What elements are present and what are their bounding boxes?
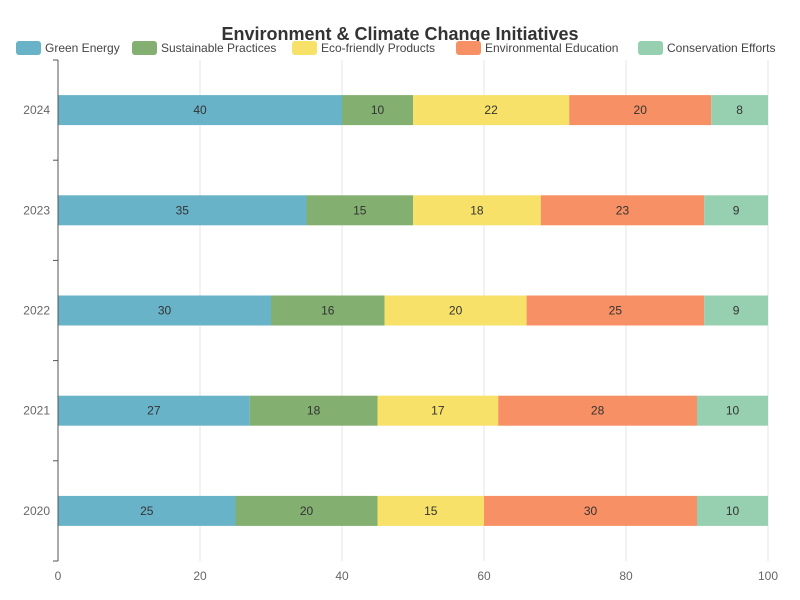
bar-2023-2[interactable] [413, 195, 541, 226]
bar-2021-0[interactable] [58, 395, 250, 426]
legend-swatch-1[interactable] [132, 41, 157, 55]
bar-label-2020-1: 20 [300, 504, 314, 518]
bar-label-2023-1: 15 [353, 203, 367, 217]
bar-label-2024-2: 22 [484, 103, 498, 117]
legend-label-2[interactable]: Eco-friendly Products [321, 41, 435, 55]
bar-label-2021-4: 10 [726, 404, 740, 418]
bar-label-2020-4: 10 [726, 504, 740, 518]
bar-2020-2[interactable] [377, 495, 485, 526]
bar-2022-0[interactable] [58, 295, 271, 326]
x-tick-label-20: 20 [193, 569, 207, 583]
y-tick-label-2022: 2022 [23, 304, 50, 318]
bar-label-2022-0: 30 [158, 304, 172, 318]
bar-2024-2[interactable] [413, 95, 570, 126]
bar-label-2022-1: 16 [321, 304, 335, 318]
bar-label-2023-0: 35 [176, 203, 190, 217]
bar-2024-4[interactable] [711, 95, 768, 126]
legend-swatch-3[interactable] [456, 41, 481, 55]
bar-label-2020-3: 30 [584, 504, 598, 518]
legend: Green Energy Sustainable Practices Eco-fri… [16, 41, 776, 55]
bar-2023-0[interactable] [58, 195, 307, 226]
bars: 25 20 15 30 10 27 18 17 28 10 30 16 20 25 9 35 15 18 23 9 40… [58, 95, 768, 526]
x-tick-label-80: 80 [619, 569, 633, 583]
bar-label-2023-4: 9 [733, 203, 740, 217]
legend-swatch-0[interactable] [16, 41, 41, 55]
y-tick-label-2023: 2023 [23, 203, 50, 217]
chart-title: Environment & Climate Change Initiatives [221, 24, 578, 44]
bar-label-2024-4: 8 [736, 103, 743, 117]
bar-label-2020-2: 15 [424, 504, 438, 518]
legend-swatch-2[interactable] [292, 41, 317, 55]
legend-label-4[interactable]: Conservation Efforts [667, 41, 776, 55]
bar-2022-3[interactable] [526, 295, 705, 326]
bar-2020-0[interactable] [58, 495, 236, 526]
bar-label-2024-0: 40 [193, 103, 207, 117]
bar-2021-2[interactable] [377, 395, 499, 426]
bar-label-2021-1: 18 [307, 404, 321, 418]
bar-label-2022-4: 9 [733, 304, 740, 318]
legend-label-1[interactable]: Sustainable Practices [161, 41, 276, 55]
bar-2021-3[interactable] [498, 395, 697, 426]
bar-2020-3[interactable] [484, 495, 697, 526]
bar-label-2021-2: 17 [431, 404, 445, 418]
bar-label-2022-2: 20 [449, 304, 463, 318]
bar-2022-1[interactable] [271, 295, 385, 326]
bar-2024-0[interactable] [58, 95, 342, 126]
legend-swatch-4[interactable] [638, 41, 663, 55]
bar-2024-3[interactable] [569, 95, 712, 126]
x-tick-label-40: 40 [335, 569, 349, 583]
bar-label-2023-2: 18 [470, 203, 484, 217]
bar-label-2021-3: 28 [591, 404, 605, 418]
bar-label-2021-0: 27 [147, 404, 161, 418]
bar-label-2023-3: 23 [616, 203, 630, 217]
x-tick-label-100: 100 [758, 569, 778, 583]
bar-2023-3[interactable] [540, 195, 705, 226]
legend-label-3[interactable]: Environmental Education [485, 41, 618, 55]
bar-2023-1[interactable] [306, 195, 414, 226]
y-tick-label-2024: 2024 [23, 103, 50, 117]
bar-2021-1[interactable] [249, 395, 378, 426]
bar-2023-4[interactable] [704, 195, 768, 226]
legend-label-0[interactable]: Green Energy [45, 41, 120, 55]
bar-2020-4[interactable] [697, 495, 768, 526]
bar-2022-4[interactable] [704, 295, 768, 326]
bar-2020-1[interactable] [235, 495, 378, 526]
y-tick-label-2020: 2020 [23, 504, 50, 518]
x-tick-label-0: 0 [55, 569, 62, 583]
x-tick-label-60: 60 [477, 569, 491, 583]
bar-label-2022-3: 25 [609, 304, 623, 318]
y-tick-label-2021: 2021 [23, 404, 50, 418]
bar-label-2024-3: 20 [634, 103, 648, 117]
bar-label-2024-1: 10 [371, 103, 385, 117]
bar-2024-1[interactable] [342, 95, 413, 126]
bar-label-2020-0: 25 [140, 504, 154, 518]
bar-2021-4[interactable] [697, 395, 768, 426]
bar-2022-2[interactable] [384, 295, 527, 326]
